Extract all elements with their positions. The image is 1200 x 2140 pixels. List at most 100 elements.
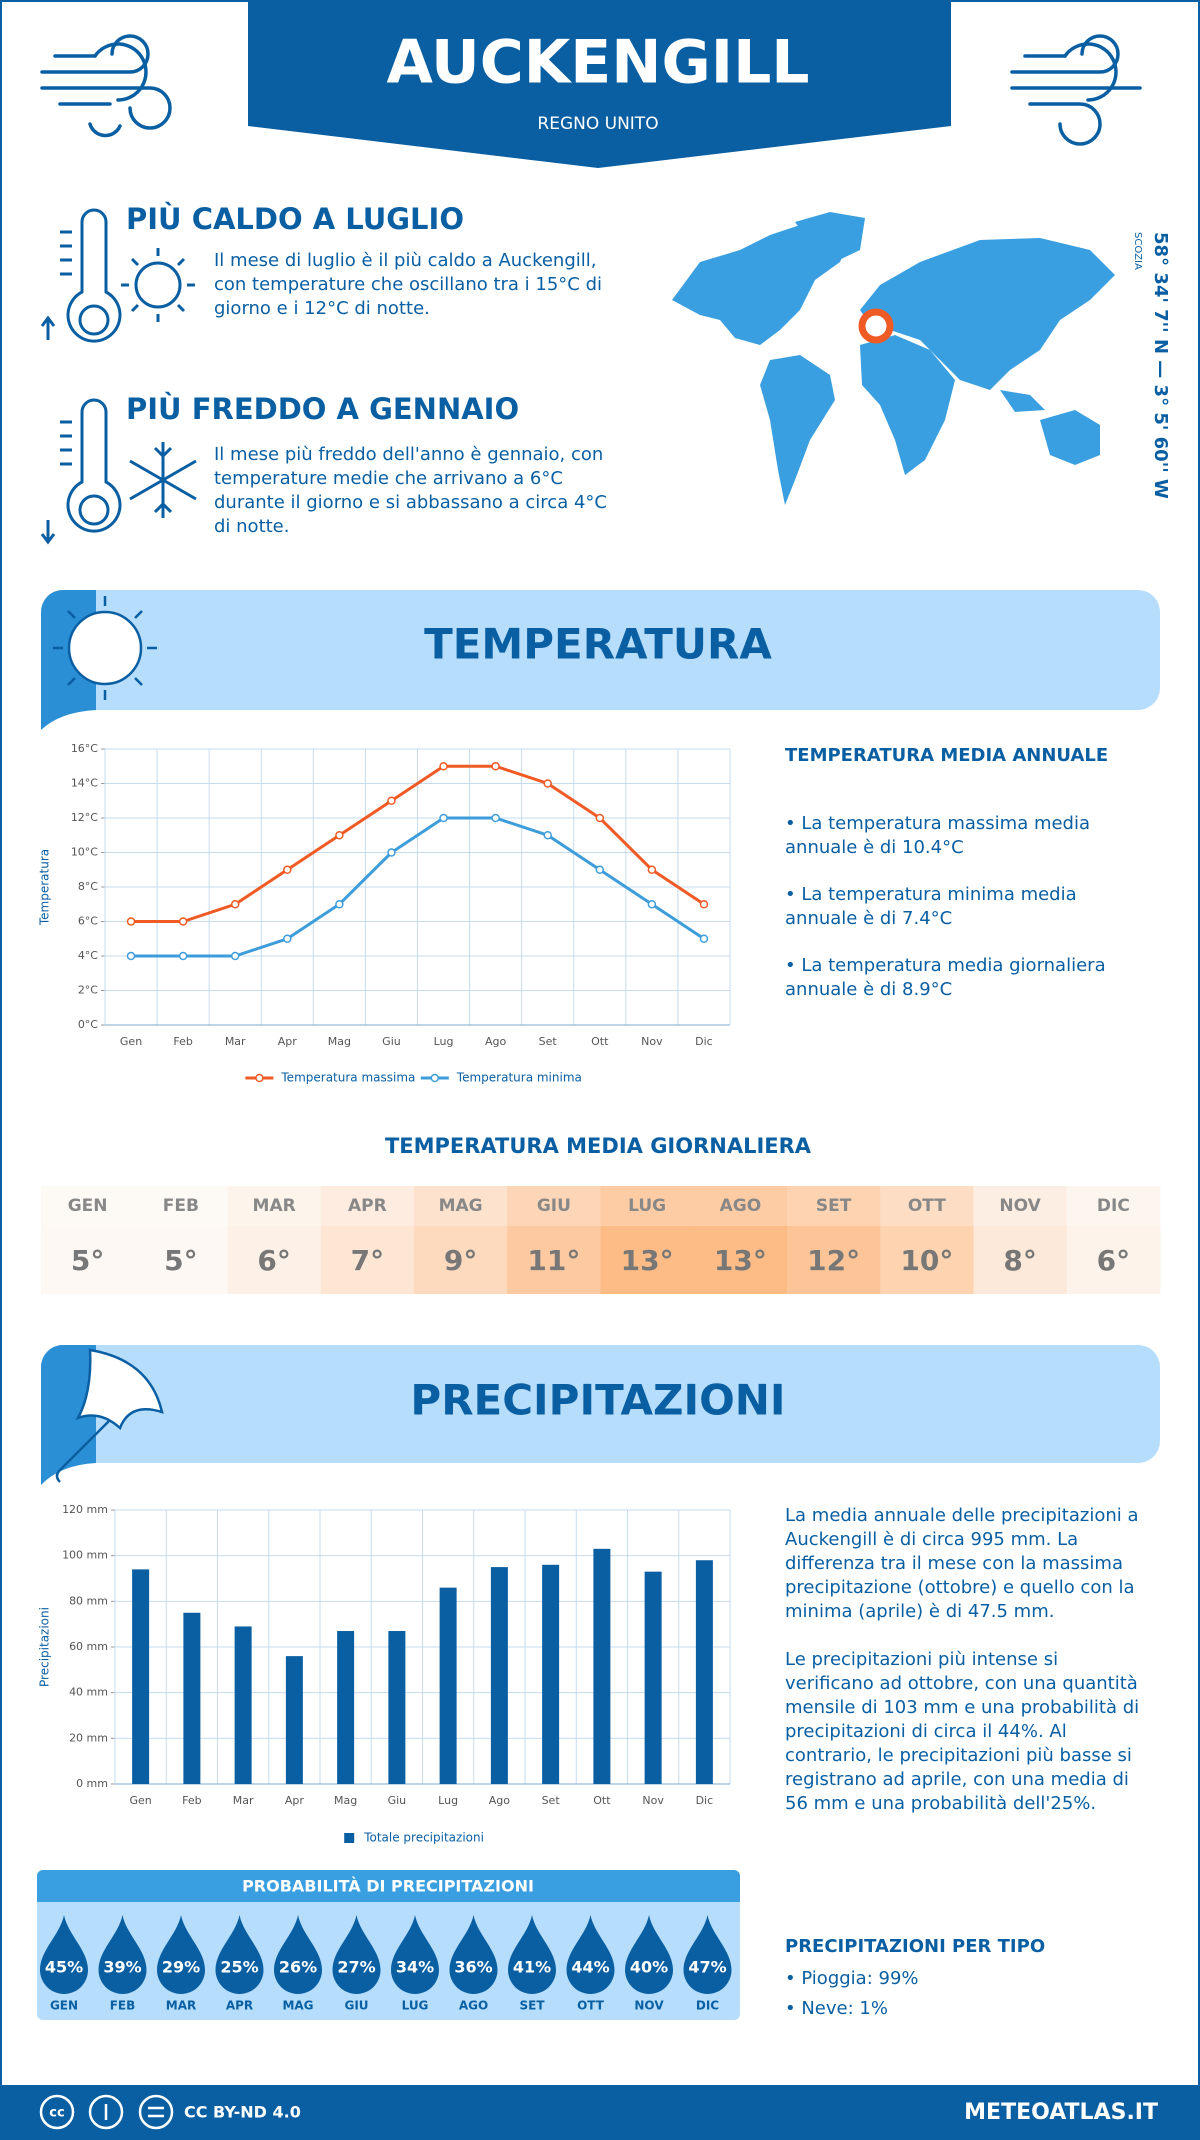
drop [449, 1915, 498, 1994]
probability-value: 26% [279, 1958, 317, 1977]
point [230, 951, 240, 961]
temperature-value: 5° [71, 1244, 104, 1277]
point [647, 900, 657, 909]
table-cell [41, 1186, 135, 1294]
coldest-text: Il mese più freddo dell'anno è gennaio, … [214, 444, 607, 537]
paragraph: La media annuale delle precipitazioni a … [785, 1505, 1139, 1622]
probability-title: PROBABILITÀ DI PRECIPITAZIONI [242, 1877, 534, 1896]
x-tick-label: Ago [485, 1035, 507, 1048]
temperature-value: 7° [351, 1244, 384, 1277]
warmest-title: PIÙ CALDO A LUGLIO [126, 202, 464, 236]
probability-value: 41% [513, 1958, 551, 1977]
point [595, 865, 605, 874]
x-tick-label: Ago [489, 1794, 511, 1807]
x-tick-label: Dic [696, 1794, 714, 1807]
drop [40, 1915, 88, 1994]
footer [0, 2085, 1200, 2140]
x-tick-label: Feb [182, 1794, 201, 1807]
probability-month: NOV [634, 1999, 664, 2013]
bar [695, 1560, 713, 1784]
point [335, 831, 344, 840]
wind-icon-left [40, 34, 172, 138]
city-title: AUCKENGILL [386, 28, 809, 98]
temperature-value: 12° [807, 1244, 860, 1277]
drop [274, 1915, 322, 1994]
month-label: GEN [68, 1196, 108, 1216]
probability-month: GEN [50, 1999, 78, 2013]
drop [157, 1915, 205, 1994]
y-tick-label: 6°C [78, 915, 98, 928]
x-tick-label: Ott [593, 1794, 611, 1807]
x-tick-label: Apr [278, 1035, 298, 1048]
month-label: MAR [253, 1196, 296, 1216]
point [178, 951, 188, 961]
x-tick-label: Lug [438, 1794, 458, 1807]
temperature-banner [41, 590, 1160, 710]
month-label: AGO [720, 1196, 762, 1216]
probability-month: LUG [402, 1999, 429, 2013]
probability-value: 36% [454, 1958, 492, 1977]
y-tick-label: 0 mm [76, 1777, 108, 1790]
point [230, 900, 240, 909]
point [439, 762, 448, 771]
drop [332, 1915, 381, 1994]
table-header-shade [600, 1186, 695, 1226]
x-tick-label: Feb [173, 1035, 192, 1048]
x-tick-label: Dic [695, 1035, 713, 1048]
x-tick-label: Mag [328, 1035, 351, 1048]
probability-value: 44% [571, 1958, 609, 1977]
y-tick-label: 12°C [71, 811, 98, 824]
probability-month: APR [226, 1999, 253, 2013]
point [283, 934, 292, 943]
coldest-title: PIÙ FREDDO A GENNAIO [126, 392, 520, 426]
table-header-shade [320, 1186, 415, 1226]
location-marker [858, 308, 894, 344]
table-cell [880, 1186, 974, 1294]
x-tick-label: Mag [334, 1794, 357, 1807]
table-cell [134, 1186, 228, 1294]
point [283, 865, 292, 874]
section-title: TEMPERATURA [424, 620, 772, 669]
bar [337, 1631, 355, 1784]
paragraph: Le precipitazioni più intense si verific… [785, 1649, 1140, 1814]
legend-label: Totale precipitazioni [363, 1831, 484, 1845]
warmest-text: Il mese di luglio è il più caldo a Aucke… [214, 250, 603, 319]
header-banner [248, 0, 951, 168]
x-tick-label: Giu [382, 1035, 401, 1048]
table-header-shade [227, 1186, 322, 1226]
coordinates: 58° 34' 7'' N — 3° 5' 60'' W [1150, 232, 1171, 499]
drop [566, 1915, 615, 1994]
annual-title: TEMPERATURA MEDIA ANNUALE [785, 745, 1109, 766]
probability-value: 34% [396, 1958, 434, 1977]
month-label: APR [348, 1196, 387, 1216]
y-tick-label: 2°C [78, 984, 98, 997]
month-label: DIC [1097, 1196, 1130, 1216]
legend-label: Temperatura massima [280, 1071, 415, 1085]
point [178, 917, 188, 926]
table-header-shade [134, 1186, 228, 1226]
drop [508, 1915, 556, 1994]
month-label: NOV [999, 1196, 1041, 1216]
month-label: FEB [163, 1196, 199, 1216]
probability-header [37, 1870, 740, 1902]
probability-value: 47% [688, 1958, 726, 1977]
precipitation-banner [41, 1345, 1160, 1463]
y-tick-label: 0°C [78, 1018, 98, 1031]
table-cell [973, 1186, 1068, 1294]
precipitation-text: La media annuale delle precipitazioni a … [785, 1504, 1150, 1840]
x-tick-label: Nov [641, 1035, 663, 1048]
x-tick-label: Gen [120, 1035, 142, 1048]
table-cell [600, 1186, 695, 1294]
world-map [672, 212, 1115, 505]
point [491, 813, 500, 823]
bar [593, 1548, 611, 1784]
line [131, 764, 705, 923]
month-label: OTT [908, 1196, 946, 1216]
y-axis-label: Temperatura [38, 849, 52, 926]
drop [215, 1915, 264, 1994]
drop [625, 1915, 673, 1994]
x-tick-label: Ott [591, 1035, 609, 1048]
thermometer-warm-icon [40, 208, 195, 343]
temperature-value: 5° [164, 1244, 197, 1277]
